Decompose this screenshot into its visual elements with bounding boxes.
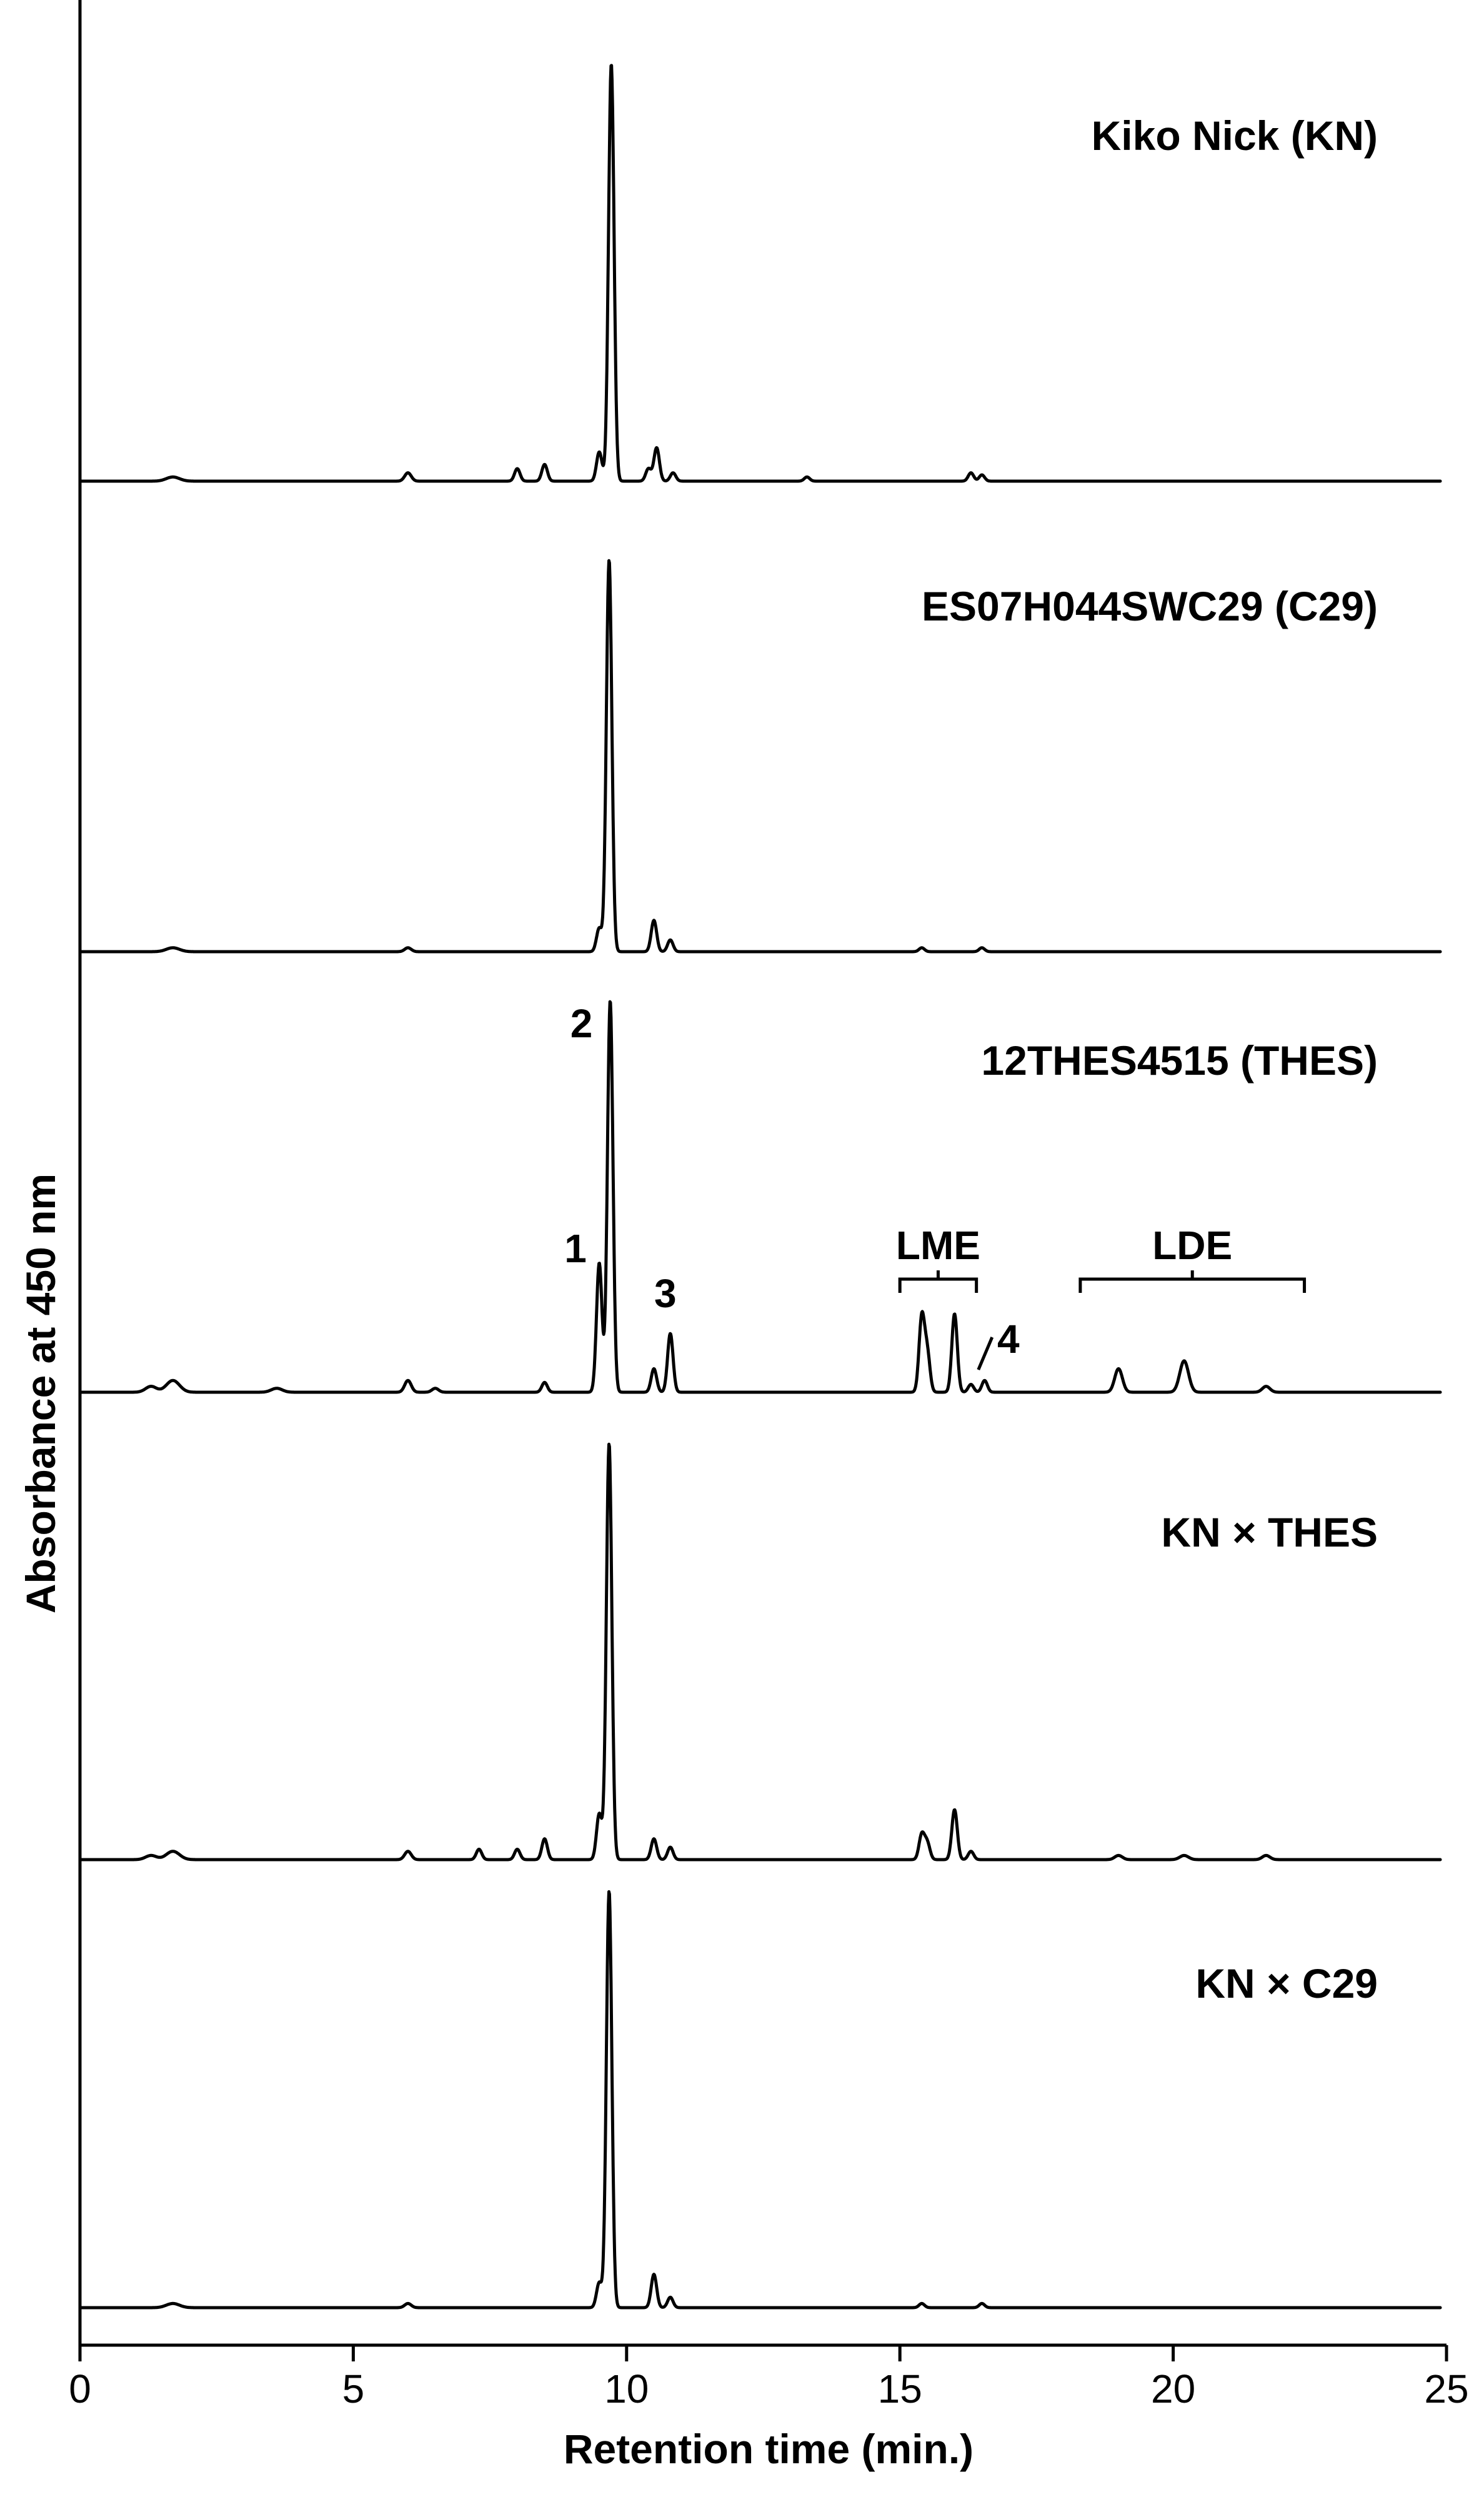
x-axis-ticks: 0 5 10 15 20 25 <box>69 2345 1469 2411</box>
x-axis-title: Retention time (min.) <box>564 2426 974 2472</box>
bracket-lde <box>1078 1270 1307 1293</box>
chromatogram-trace-2 <box>78 559 1442 954</box>
x-tick-label-10: 10 <box>604 2366 649 2411</box>
peak-annotations: 1 2 3 4 LME LDE <box>564 1001 1307 1370</box>
x-tick-label-20: 20 <box>1151 2366 1195 2411</box>
peak-label-1: 1 <box>564 1226 587 1271</box>
chromatogram-traces <box>78 64 1442 2310</box>
bracket-label-lde: LDE <box>1152 1223 1232 1268</box>
chromatogram-trace-5 <box>78 1890 1442 2310</box>
x-axis: 0 5 10 15 20 25 Retention time (min.) <box>69 2343 1469 2472</box>
x-tick-label-15: 15 <box>878 2366 922 2411</box>
sample-label-1: Kiko Nick (KN) <box>1092 112 1378 159</box>
y-axis-title: Absorbance at 450 nm <box>17 1174 64 1613</box>
bracket-label-lme: LME <box>896 1223 980 1268</box>
x-tick-label-5: 5 <box>342 2366 365 2411</box>
sample-label-2: ES07H044SWC29 (C29) <box>922 583 1378 629</box>
peak-label-4: 4 <box>997 1317 1020 1362</box>
peak-label-2: 2 <box>570 1001 593 1046</box>
y-axis: Absorbance at 450 nm <box>17 0 82 2345</box>
sample-labels: Kiko Nick (KN) ES07H044SWC29 (C29) 12THES4… <box>922 112 1378 2006</box>
sample-label-5: KN × C29 <box>1195 1960 1378 2006</box>
x-tick-label-25: 25 <box>1424 2366 1468 2411</box>
chromatogram-trace-1 <box>78 64 1442 483</box>
chromatogram-trace-3 <box>78 1000 1442 1394</box>
chromatogram-trace-4 <box>78 1442 1442 1862</box>
sample-label-3: 12THES4515 (THES) <box>981 1037 1378 1084</box>
x-tick-label-0: 0 <box>69 2366 91 2411</box>
peak-label-3: 3 <box>654 1271 677 1316</box>
bracket-lme <box>898 1270 979 1293</box>
peak-4-leader-line <box>977 1337 994 1370</box>
sample-label-4: KN × THES <box>1161 1509 1378 1555</box>
